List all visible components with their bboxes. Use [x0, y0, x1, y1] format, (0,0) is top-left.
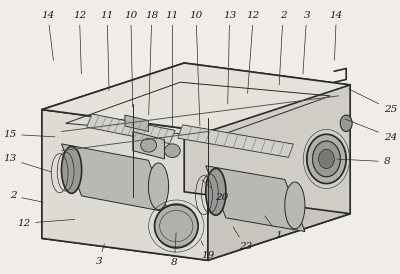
Polygon shape	[42, 63, 350, 132]
Ellipse shape	[154, 204, 198, 248]
Text: 14: 14	[41, 11, 54, 60]
Polygon shape	[184, 63, 350, 214]
Text: 20: 20	[202, 180, 228, 202]
Ellipse shape	[307, 134, 346, 184]
Text: 25: 25	[349, 89, 397, 114]
Text: 1: 1	[265, 216, 282, 240]
Text: 11: 11	[100, 11, 114, 90]
Text: 12: 12	[247, 11, 260, 93]
Text: 13: 13	[223, 11, 236, 104]
Ellipse shape	[141, 138, 156, 152]
Text: 10: 10	[190, 11, 203, 126]
Text: 8: 8	[337, 157, 390, 166]
Text: 12: 12	[73, 11, 86, 74]
Text: 18: 18	[145, 11, 158, 115]
Ellipse shape	[340, 115, 352, 132]
Text: 23: 23	[233, 227, 252, 251]
Ellipse shape	[148, 163, 168, 210]
Text: 15: 15	[3, 130, 55, 139]
Polygon shape	[125, 115, 149, 132]
Polygon shape	[206, 166, 305, 232]
Text: 24: 24	[345, 119, 397, 141]
Text: 8: 8	[171, 233, 178, 267]
Text: 12: 12	[17, 219, 75, 228]
Ellipse shape	[62, 146, 82, 193]
Text: 2: 2	[279, 11, 286, 85]
Text: 3: 3	[303, 11, 310, 74]
Polygon shape	[178, 125, 293, 157]
Text: 2: 2	[10, 192, 43, 202]
Polygon shape	[208, 85, 350, 260]
Text: 14: 14	[330, 11, 343, 60]
Ellipse shape	[206, 168, 226, 215]
Ellipse shape	[313, 141, 340, 177]
Polygon shape	[42, 63, 184, 238]
Polygon shape	[42, 192, 350, 260]
Ellipse shape	[318, 149, 334, 169]
Ellipse shape	[285, 182, 305, 229]
Text: 3: 3	[96, 244, 104, 266]
Ellipse shape	[164, 144, 180, 158]
Text: 11: 11	[166, 11, 179, 126]
Polygon shape	[42, 110, 208, 260]
Text: 13: 13	[3, 155, 51, 172]
Polygon shape	[133, 132, 164, 159]
Text: 10: 10	[124, 11, 138, 107]
Polygon shape	[87, 114, 175, 144]
Polygon shape	[62, 144, 168, 212]
Text: 19: 19	[201, 241, 214, 260]
